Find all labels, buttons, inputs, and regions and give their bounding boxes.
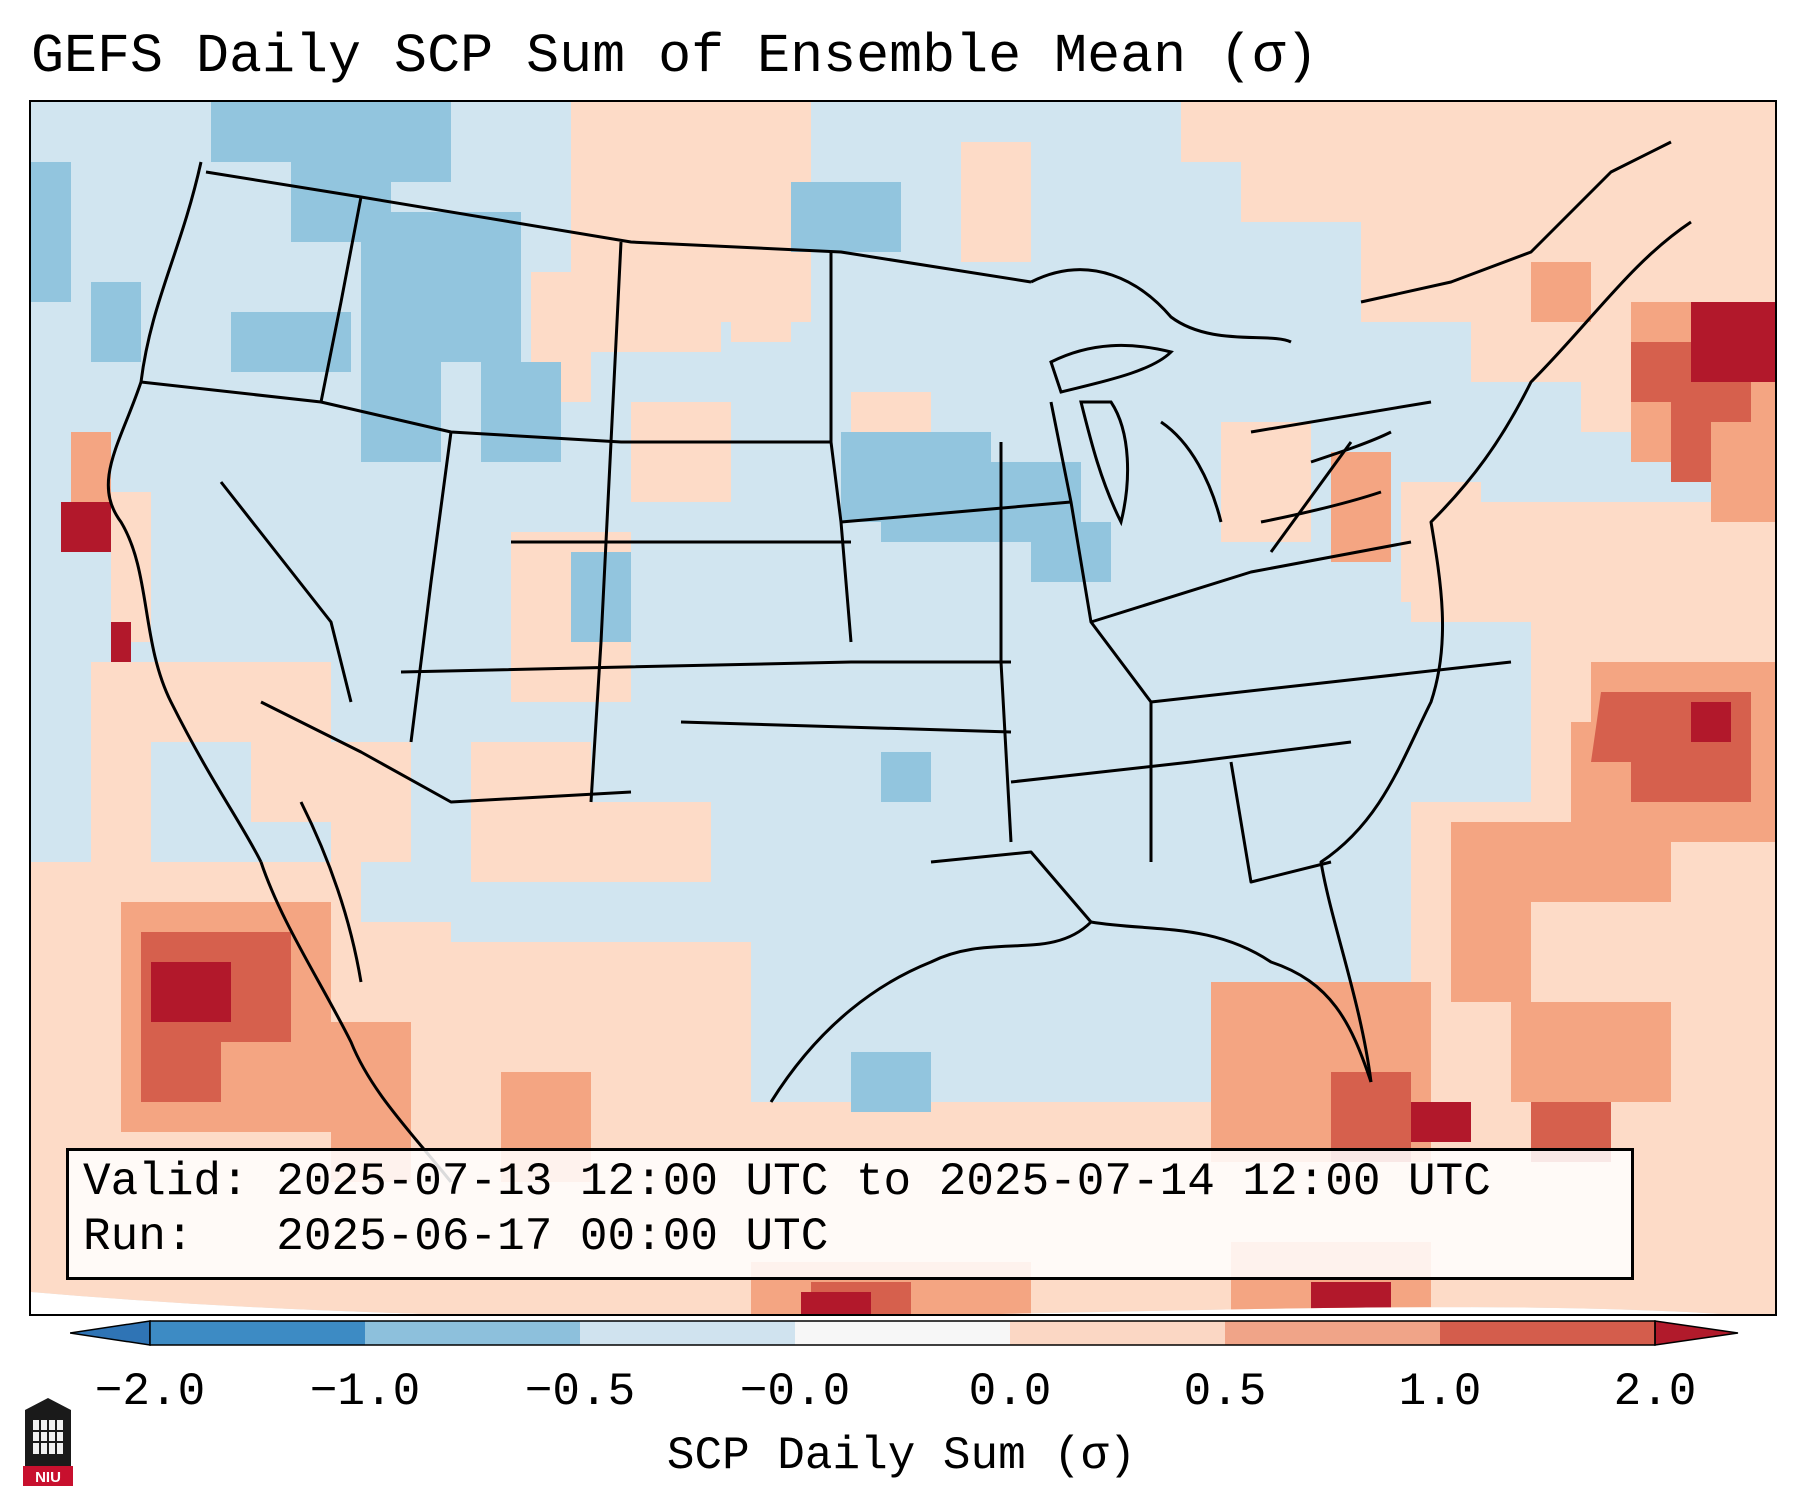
colorbar-segment-2	[365, 1321, 580, 1345]
colorbar-segment-7	[1440, 1321, 1655, 1345]
run-value: 2025-06-17 00:00 UTC	[276, 1211, 829, 1263]
colorbar-tick-label: −0.0	[739, 1366, 851, 1418]
chart-title: GEFS Daily SCP Sum of Ensemble Mean (σ)	[31, 25, 1319, 88]
colorbar-under-triangle	[70, 1320, 151, 1346]
run-label: Run:	[83, 1211, 194, 1263]
colorbar-tick-label: −1.0	[309, 1366, 421, 1418]
valid-label: Valid:	[83, 1156, 249, 1208]
colorbar-segment-5	[1010, 1321, 1225, 1345]
colorbar-over-triangle	[1654, 1320, 1739, 1346]
colorbar-segment-3	[580, 1321, 795, 1345]
colorbar-tick-label: −0.5	[524, 1366, 636, 1418]
state-boundaries	[106, 140, 1692, 1183]
valid-value: 2025-07-13 12:00 UTC to 2025-07-14 12:00…	[276, 1156, 1491, 1208]
darkest-red-regions	[61, 302, 1775, 1314]
valid-line: Valid: 2025-07-13 12:00 UTC to 2025-07-1…	[83, 1155, 1631, 1210]
colorbar-segment-6	[1225, 1321, 1440, 1345]
colorbar-tick-label: 0.0	[968, 1366, 1052, 1418]
great-lakes	[1049, 343, 1392, 527]
svg-text:NIU: NIU	[35, 1469, 61, 1486]
colorbar-tick-label: 1.0	[1398, 1366, 1482, 1418]
colorbar-tick-label: −2.0	[94, 1366, 206, 1418]
map-svg	[31, 102, 1775, 1314]
niu-logo: NIU	[23, 1398, 73, 1486]
colorbar-tick-label: 2.0	[1613, 1366, 1697, 1418]
colorbar-label: SCP Daily Sum (σ)	[666, 1430, 1137, 1482]
colorbar-tick-label: 0.5	[1183, 1366, 1267, 1418]
run-line: Run: 2025-06-17 00:00 UTC	[83, 1210, 1631, 1265]
colorbar-segment-4	[795, 1321, 1010, 1345]
colorbar-outline	[149, 1320, 1656, 1346]
valid-run-info-box: Valid: 2025-07-13 12:00 UTC to 2025-07-1…	[66, 1148, 1634, 1280]
light-blue-regions	[31, 102, 1111, 1112]
colorbar	[70, 1320, 1739, 1346]
map-panel	[29, 100, 1777, 1316]
colorbar-segment-1	[150, 1321, 365, 1345]
